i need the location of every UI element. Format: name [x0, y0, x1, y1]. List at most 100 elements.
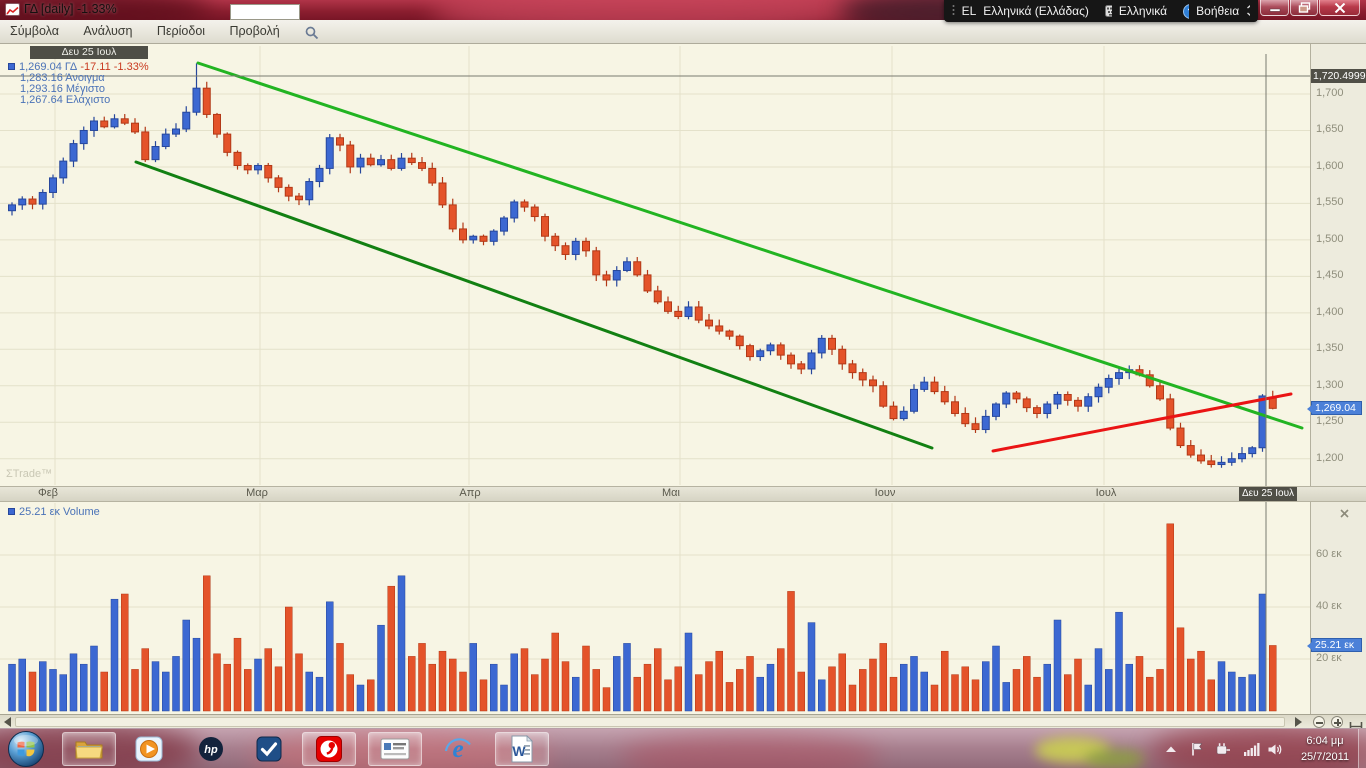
scrollbar-thumb[interactable] — [15, 717, 1285, 727]
vodafone-icon — [316, 736, 342, 762]
volume-legend-row: 25.21 εκ Volume — [8, 506, 100, 518]
wallpaper-blob — [430, 0, 860, 20]
menu-analysis[interactable]: Ανάλυση — [83, 24, 133, 38]
clock-date: 25/7/2011 — [1300, 751, 1350, 763]
legend-date-header: Δευ 25 Ιουλ — [30, 46, 148, 59]
taskbar-app-check[interactable] — [242, 732, 296, 766]
last-price-label: 1,269.04 — [1307, 401, 1362, 416]
word-icon: W — [511, 735, 533, 763]
taskbar-app-explorer[interactable] — [62, 732, 116, 766]
wallpaper-blob — [620, 733, 880, 768]
month-label: Ιουν — [874, 487, 896, 499]
volume-tick-label: 60 εκ — [1316, 548, 1342, 560]
price-axis-column[interactable] — [1310, 44, 1366, 714]
language-code[interactable]: EL — [961, 4, 977, 18]
price-tick-label: 1,500 — [1316, 232, 1344, 245]
legend-open-row: 1,283.16 Άνοιγμα — [20, 72, 105, 84]
taskbar-app-word[interactable]: W — [495, 732, 549, 766]
month-label: Ιουλ — [1095, 487, 1117, 499]
price-tick-label: 1,650 — [1316, 123, 1344, 136]
help-label[interactable]: Βοήθεια — [1196, 4, 1240, 18]
taskbar-app-document[interactable] — [368, 732, 422, 766]
network-signal-icon[interactable] — [1240, 740, 1262, 758]
media-player-icon — [135, 736, 163, 762]
volume-tick-label: 40 εκ — [1316, 600, 1342, 612]
document-app-icon — [380, 738, 410, 760]
series-marker-icon — [8, 63, 15, 70]
start-button[interactable] — [7, 730, 45, 768]
drag-grip-icon[interactable] — [952, 4, 955, 18]
legend-price-row: 1,269.04 ΓΔ -17.11 -1.33% — [8, 61, 149, 73]
menu-symbols[interactable]: Σύμβολα — [10, 24, 59, 38]
hp-icon: hp — [199, 737, 223, 761]
taskbar-app-internet-explorer[interactable]: e — [431, 732, 485, 766]
month-label: Μαι — [662, 487, 680, 499]
svg-text:e: e — [452, 736, 463, 763]
price-tick-label: 1,300 — [1316, 378, 1344, 391]
chart-canvas[interactable] — [0, 44, 1366, 714]
options-chevron-icon[interactable] — [1246, 4, 1251, 18]
internet-explorer-icon: e — [444, 736, 471, 763]
horizontal-scrollbar[interactable] — [0, 714, 1366, 731]
checkmark-icon — [256, 736, 282, 762]
folder-icon — [75, 741, 103, 759]
maximize-button[interactable] — [1290, 0, 1318, 16]
menu-bar: Σύμβολα Ανάλυση Περίοδοι Προβολή — [0, 20, 1366, 44]
wallpaper-blob — [0, 0, 210, 20]
volume-marker-icon — [8, 508, 15, 515]
clock-time: 6:04 μμ — [1306, 735, 1344, 747]
close-button[interactable] — [1319, 0, 1360, 16]
price-tick-label: 1,700 — [1316, 87, 1344, 99]
month-label: Φεβ — [37, 487, 59, 499]
show-desktop-button[interactable] — [1358, 729, 1366, 768]
window-title: ΓΔ [daily] -1.33% — [24, 2, 117, 16]
price-tick-label: 1,250 — [1316, 415, 1344, 428]
minimize-button[interactable] — [1260, 0, 1289, 16]
taskbar-app-media-player[interactable] — [122, 732, 176, 766]
svg-text:?: ? — [1187, 7, 1189, 18]
month-label: Απρ — [459, 487, 481, 499]
price-tick-label: 1,200 — [1316, 451, 1344, 464]
scroll-right-icon[interactable] — [1295, 717, 1302, 727]
platform-watermark: ΣTrade™ — [6, 468, 53, 480]
volume-tick-label: 20 εκ — [1316, 652, 1342, 664]
legend-low-row: 1,267.64 Ελάχιστο — [20, 94, 111, 106]
cursor-price-label: 1,720.4999 — [1311, 69, 1366, 83]
language-bar: EL Ελληνικά (Ελλάδας) Ελληνικά ? Βοήθεια — [944, 0, 1258, 22]
search-input[interactable] — [230, 4, 300, 20]
menu-view[interactable]: Προβολή — [229, 24, 280, 38]
language-name[interactable]: Ελληνικά (Ελλάδας) — [983, 4, 1089, 18]
current-volume-label: 25.21 εκ — [1307, 638, 1362, 653]
keyboard-layout-label[interactable]: Ελληνικά — [1118, 4, 1168, 18]
taskbar-app-vodafone[interactable] — [302, 732, 356, 766]
volume-pane-close-icon[interactable] — [1340, 505, 1350, 518]
taskbar: hp e W 6:04 μμ — [0, 728, 1366, 768]
hidden-icons-chevron[interactable] — [1160, 740, 1182, 758]
app-chart-icon — [5, 3, 20, 16]
help-icon[interactable]: ? — [1182, 3, 1190, 19]
price-tick-label: 1,350 — [1316, 342, 1344, 355]
search-icon[interactable] — [305, 26, 319, 45]
price-tick-label: 1,450 — [1316, 269, 1344, 282]
keyboard-icon — [1104, 5, 1112, 17]
taskbar-clock[interactable]: 6:04 μμ 25/7/2011 — [1290, 733, 1360, 765]
price-tick-label: 1,400 — [1316, 305, 1344, 318]
svg-text:hp: hp — [204, 744, 218, 756]
scroll-left-icon[interactable] — [4, 717, 11, 727]
cursor-date-label: Δευ 25 Ιουλ — [1239, 487, 1297, 501]
time-axis-band[interactable] — [0, 486, 1366, 502]
legend-high-row: 1,293.16 Μέγιστο — [20, 83, 105, 95]
menu-periods[interactable]: Περίοδοι — [156, 24, 206, 38]
volume-speaker-icon[interactable] — [1264, 740, 1286, 758]
zoom-in-button[interactable] — [1331, 716, 1343, 728]
price-tick-label: 1,600 — [1316, 159, 1344, 172]
taskbar-app-hp[interactable]: hp — [184, 732, 238, 766]
svg-text:W: W — [512, 743, 526, 759]
power-plug-icon[interactable] — [1212, 740, 1234, 758]
month-label: Μαρ — [246, 487, 268, 499]
action-center-flag-icon[interactable] — [1186, 740, 1208, 758]
price-tick-label: 1,550 — [1316, 196, 1344, 209]
zoom-out-button[interactable] — [1313, 716, 1325, 728]
wallpaper-blob — [1085, 749, 1145, 768]
